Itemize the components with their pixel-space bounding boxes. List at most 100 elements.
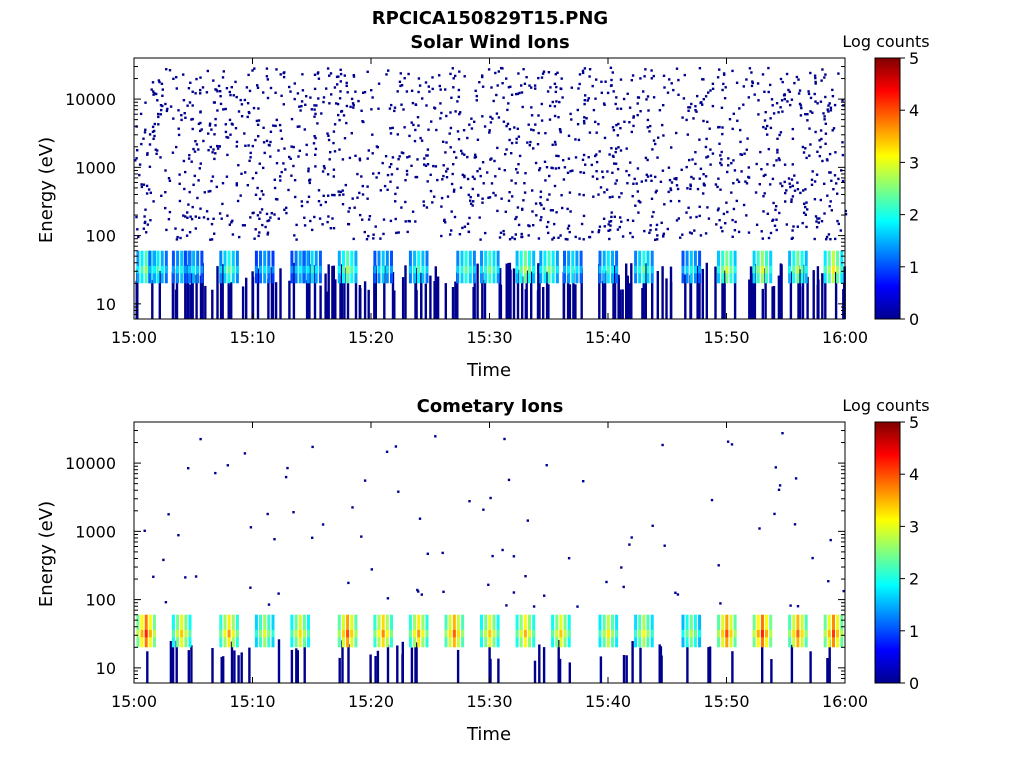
count-mark <box>394 192 397 196</box>
count-mark <box>582 238 585 241</box>
count-mark <box>602 217 606 220</box>
count-mark <box>705 156 708 159</box>
count-mark <box>238 235 241 239</box>
count-mark <box>757 99 760 102</box>
count-mark <box>619 149 623 152</box>
x-tick-label: 15:50 <box>703 328 749 347</box>
count-mark <box>747 231 751 234</box>
count-mark <box>718 68 721 71</box>
count-mark <box>716 185 719 189</box>
band-cell-core <box>184 629 188 638</box>
count-mark <box>701 268 704 319</box>
count-mark <box>339 80 342 83</box>
count-mark <box>372 172 375 175</box>
count-mark <box>222 70 225 73</box>
count-mark <box>406 230 409 234</box>
count-mark <box>711 152 715 155</box>
count-mark <box>224 130 228 134</box>
count-mark <box>175 640 178 683</box>
count-mark <box>150 88 153 91</box>
count-mark <box>343 137 347 140</box>
count-mark <box>753 264 757 319</box>
count-mark <box>525 76 528 79</box>
count-mark <box>727 164 730 167</box>
count-mark <box>313 108 316 111</box>
count-mark <box>421 97 424 100</box>
count-mark <box>618 195 621 199</box>
count-mark <box>702 78 705 81</box>
count-mark <box>148 165 152 168</box>
count-mark <box>407 72 410 76</box>
count-mark <box>677 217 680 220</box>
count-mark <box>643 229 646 233</box>
count-mark <box>506 122 510 126</box>
count-mark <box>145 184 149 188</box>
count-mark <box>488 131 491 134</box>
count-mark <box>313 87 317 91</box>
count-mark <box>553 222 556 226</box>
count-mark <box>588 131 592 134</box>
count-mark <box>385 73 388 76</box>
count-mark <box>360 535 363 538</box>
count-mark <box>601 176 605 179</box>
count-mark <box>338 118 341 122</box>
count-mark <box>245 86 249 89</box>
count-mark <box>462 129 466 132</box>
count-mark <box>533 84 537 87</box>
count-mark <box>273 538 276 541</box>
count-mark <box>212 217 215 220</box>
count-mark <box>625 169 628 173</box>
band-cell-core <box>539 265 543 274</box>
count-mark <box>733 229 737 232</box>
count-mark <box>476 263 479 319</box>
count-mark <box>835 182 838 185</box>
count-mark <box>429 173 432 176</box>
count-mark <box>650 69 653 72</box>
count-mark <box>553 184 557 188</box>
count-mark <box>767 236 771 240</box>
count-mark <box>379 237 382 240</box>
count-mark <box>381 161 384 165</box>
count-mark <box>786 100 789 103</box>
band-cell-core <box>298 265 302 274</box>
count-mark <box>750 84 754 88</box>
count-mark <box>831 129 834 132</box>
count-mark <box>189 284 192 319</box>
count-mark <box>171 642 175 683</box>
count-mark <box>508 191 511 194</box>
count-mark <box>562 178 566 181</box>
count-mark <box>831 88 834 92</box>
band-cell-core <box>638 265 642 274</box>
count-mark <box>566 171 570 174</box>
count-mark <box>590 163 593 167</box>
count-mark <box>139 112 143 116</box>
count-mark <box>160 82 164 85</box>
count-mark <box>308 178 312 181</box>
count-mark <box>842 589 845 593</box>
count-mark <box>816 102 819 105</box>
count-mark <box>247 144 250 147</box>
count-mark <box>218 212 222 215</box>
count-mark <box>554 90 557 94</box>
band-cell-core <box>804 265 808 274</box>
count-mark <box>221 264 224 319</box>
count-mark <box>248 647 251 683</box>
count-mark <box>282 103 285 106</box>
count-mark <box>140 183 143 186</box>
count-mark <box>152 575 155 578</box>
count-mark <box>685 118 688 122</box>
count-mark <box>396 186 399 189</box>
count-mark <box>689 184 692 188</box>
count-mark <box>823 182 826 185</box>
count-mark <box>814 130 817 134</box>
count-mark <box>400 84 404 87</box>
count-mark <box>784 191 787 195</box>
count-mark <box>668 178 672 182</box>
count-mark <box>790 178 794 181</box>
count-mark <box>231 219 234 222</box>
count-mark <box>674 591 677 594</box>
count-mark <box>636 167 640 170</box>
count-mark <box>532 605 536 608</box>
band-cell-core <box>832 265 835 274</box>
count-mark <box>212 79 215 82</box>
